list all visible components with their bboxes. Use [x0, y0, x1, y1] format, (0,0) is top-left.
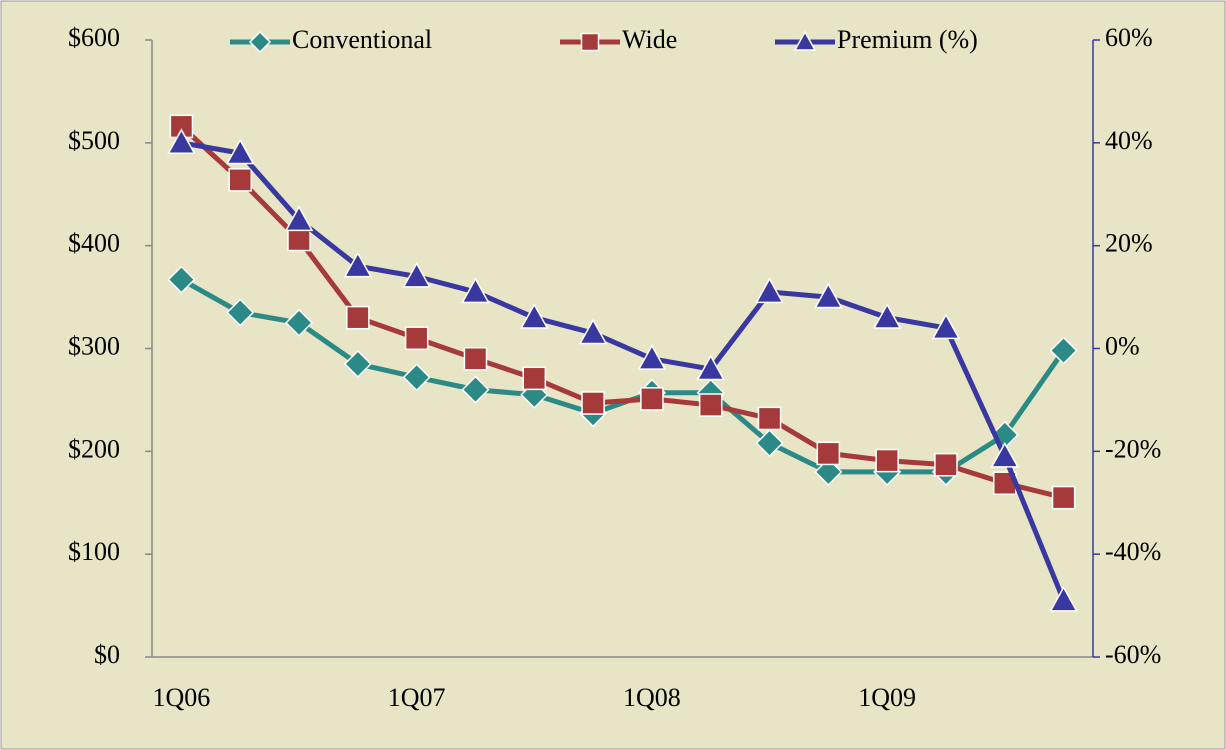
- legend-label: Wide: [622, 25, 677, 54]
- marker: [637, 344, 667, 370]
- marker: [461, 375, 490, 404]
- marker: [346, 305, 370, 330]
- marker: [225, 138, 255, 165]
- marker: [226, 298, 255, 327]
- marker: [284, 308, 314, 337]
- marker: [1049, 585, 1078, 612]
- x-tick-label: 1Q09: [858, 683, 916, 712]
- marker: [581, 391, 605, 415]
- marker: [167, 128, 196, 154]
- y2-tick-label: 40%: [1105, 126, 1153, 155]
- y-tick-label: $400: [68, 229, 120, 258]
- x-tick-label: 1Q07: [388, 683, 446, 712]
- marker: [931, 313, 961, 340]
- legend-label: Conventional: [292, 25, 432, 54]
- marker: [343, 349, 372, 378]
- marker: [248, 30, 272, 54]
- marker: [578, 318, 608, 345]
- marker: [580, 32, 600, 52]
- marker: [404, 326, 429, 351]
- y2-tick-label: 20%: [1105, 229, 1153, 258]
- marker: [934, 452, 958, 477]
- marker: [755, 277, 784, 304]
- marker: [520, 303, 549, 329]
- series-line: [179, 124, 1065, 501]
- marker: [696, 354, 725, 381]
- x-tick-label: 1Q08: [623, 683, 681, 712]
- marker: [755, 429, 784, 458]
- marker: [228, 168, 253, 192]
- marker: [461, 277, 490, 304]
- marker: [793, 30, 817, 51]
- y-tick-label: $0: [94, 640, 120, 669]
- marker: [814, 282, 843, 309]
- series-line: [180, 140, 1066, 602]
- y2-tick-label: -20%: [1105, 434, 1161, 463]
- y-tick-label: $500: [68, 126, 120, 155]
- y-tick-label: $600: [68, 23, 120, 52]
- marker: [343, 251, 373, 278]
- marker: [287, 227, 311, 252]
- marker: [814, 457, 843, 486]
- marker: [522, 366, 547, 391]
- x-tick-label: 1Q06: [153, 683, 211, 712]
- marker: [875, 448, 899, 473]
- y-tick-label: $200: [68, 434, 120, 463]
- marker: [640, 387, 664, 411]
- y2-tick-label: 60%: [1105, 23, 1153, 52]
- marker: [757, 406, 782, 431]
- marker: [402, 363, 431, 392]
- y-tick-label: $300: [68, 331, 120, 360]
- marker: [463, 346, 488, 371]
- legend-label: Premium (%): [837, 25, 978, 54]
- marker: [698, 393, 723, 417]
- marker: [167, 265, 196, 294]
- marker: [402, 261, 431, 288]
- y2-tick-label: 0%: [1105, 331, 1140, 360]
- y2-tick-label: -60%: [1105, 640, 1161, 669]
- marker: [816, 441, 841, 466]
- y-tick-label: $100: [68, 537, 120, 566]
- marker: [872, 303, 902, 329]
- marker: [990, 441, 1020, 468]
- marker: [284, 205, 314, 232]
- marker: [1051, 485, 1076, 510]
- y2-tick-label: -40%: [1105, 537, 1161, 566]
- marker: [1049, 336, 1078, 365]
